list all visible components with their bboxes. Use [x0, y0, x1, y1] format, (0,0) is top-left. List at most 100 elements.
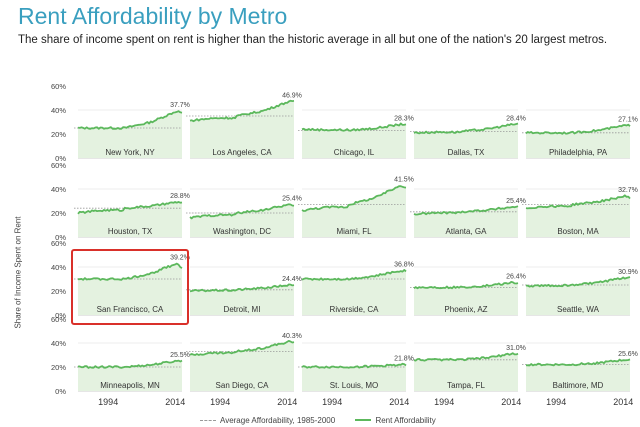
y-tick-label: 0% — [55, 154, 66, 163]
legend-item-average: Average Affordability, 1985-2000 — [200, 416, 335, 425]
metro-name: Washington, DC — [213, 227, 271, 236]
y-tick-label: 0% — [55, 387, 66, 396]
legend-label-average: Average Affordability, 1985-2000 — [220, 416, 336, 425]
metro-name: Dallas, TX — [448, 148, 485, 157]
rent-line — [413, 281, 519, 290]
y-tick-label: 20% — [51, 363, 66, 372]
data-label: 24.4% — [282, 276, 302, 283]
metro-name: Seattle, WA — [557, 305, 600, 314]
data-label: 28.8% — [170, 193, 190, 200]
metro-name: Philadelphia, PA — [549, 148, 608, 157]
y-tick-label: 40% — [51, 106, 66, 115]
data-label: 27.1% — [618, 117, 638, 124]
y-tick-label: 60% — [51, 239, 66, 248]
legend-label-rent: Rent Affordability — [375, 415, 436, 425]
rent-area — [414, 281, 518, 315]
rent-line — [78, 262, 183, 281]
chart-subtitle: The share of income spent on rent is hig… — [18, 34, 608, 46]
data-label: 37.7% — [170, 102, 190, 109]
rent-line — [525, 123, 631, 135]
data-label: 36.8% — [394, 262, 414, 269]
rent-line — [189, 99, 295, 123]
metro-name: New York, NY — [105, 148, 155, 157]
rent-line — [525, 358, 631, 367]
rent-line — [301, 185, 407, 212]
data-label: 41.5% — [394, 176, 414, 183]
x-tick-label: 2014 — [613, 397, 633, 407]
rent-line — [525, 276, 631, 288]
rent-line — [413, 205, 519, 216]
rent-line — [301, 269, 407, 281]
rent-area — [190, 284, 294, 315]
chart-title: Rent Affordability by Metro — [18, 3, 288, 29]
metro-name: San Diego, CA — [216, 381, 270, 390]
data-label: 25.4% — [506, 198, 526, 205]
metro-name: St. Louis, MO — [330, 381, 378, 390]
y-tick-label: 40% — [51, 185, 66, 194]
x-tick-label: 1994 — [322, 397, 342, 407]
rent-area — [78, 263, 182, 315]
rent-line — [189, 283, 295, 293]
rent-line — [301, 362, 407, 369]
rent-line — [77, 359, 183, 369]
x-tick-label: 1994 — [98, 397, 118, 407]
metro-name: Chicago, IL — [334, 148, 375, 157]
y-tick-label: 60% — [51, 315, 66, 324]
metro-name: Los Angeles, CA — [212, 148, 272, 157]
data-label: 40.3% — [282, 333, 302, 340]
rent-line — [77, 110, 183, 130]
metro-name: Riverside, CA — [330, 305, 380, 314]
metro-name: San Francisco, CA — [97, 305, 164, 314]
rent-area — [190, 100, 294, 158]
rent-line — [77, 201, 183, 215]
metro-name: Tampa, FL — [447, 381, 485, 390]
data-label: 21.8% — [394, 356, 414, 363]
metro-name: Baltimore, MD — [553, 381, 604, 390]
y-tick-label: 0% — [55, 311, 66, 320]
rent-area — [78, 111, 182, 158]
rent-area — [414, 353, 518, 391]
metro-name: Atlanta, GA — [446, 227, 488, 236]
rent-area — [302, 186, 406, 237]
data-label: 31.0% — [506, 345, 526, 352]
y-tick-label: 60% — [51, 161, 66, 170]
data-label: 39.2% — [170, 254, 190, 261]
data-label: 32.7% — [618, 187, 638, 194]
y-tick-label: 20% — [51, 130, 66, 139]
metro-name: Houston, TX — [108, 227, 153, 236]
data-label: 30.9% — [618, 269, 638, 276]
x-tick-label: 1994 — [434, 397, 454, 407]
data-label: 25.5% — [170, 352, 190, 359]
rent-line — [413, 122, 519, 135]
metro-name: Phoenix, AZ — [444, 305, 487, 314]
rent-line — [301, 122, 407, 132]
data-label: 26.4% — [506, 274, 526, 281]
legend: Average Affordability, 1985-2000 Rent Af… — [200, 414, 454, 425]
data-label: 46.9% — [282, 93, 302, 100]
y-tick-label: 40% — [51, 339, 66, 348]
metro-name: Boston, MA — [557, 227, 599, 236]
metro-name: Minneapolis, MN — [100, 381, 160, 390]
x-tick-label: 2014 — [501, 397, 521, 407]
y-tick-label: 20% — [51, 209, 66, 218]
rent-area — [190, 204, 294, 237]
y-tick-label: 0% — [55, 233, 66, 242]
data-label: 28.3% — [394, 115, 414, 122]
x-tick-label: 2014 — [165, 397, 185, 407]
y-tick-label: 60% — [51, 82, 66, 91]
rent-area — [526, 277, 630, 315]
x-tick-label: 1994 — [210, 397, 230, 407]
legend-swatch-average — [200, 420, 216, 421]
legend-item-rent: Rent Affordability — [355, 415, 436, 425]
metro-name: Miami, FL — [336, 227, 372, 236]
rent-area — [302, 363, 406, 391]
data-label: 25.6% — [618, 351, 638, 358]
rent-area — [302, 123, 406, 158]
rent-line — [525, 194, 631, 210]
data-label: 25.4% — [282, 196, 302, 203]
y-tick-label: 20% — [51, 287, 66, 296]
data-label: 28.4% — [506, 115, 526, 122]
rent-line — [413, 352, 519, 362]
x-tick-label: 2014 — [277, 397, 297, 407]
rent-area — [302, 269, 406, 315]
